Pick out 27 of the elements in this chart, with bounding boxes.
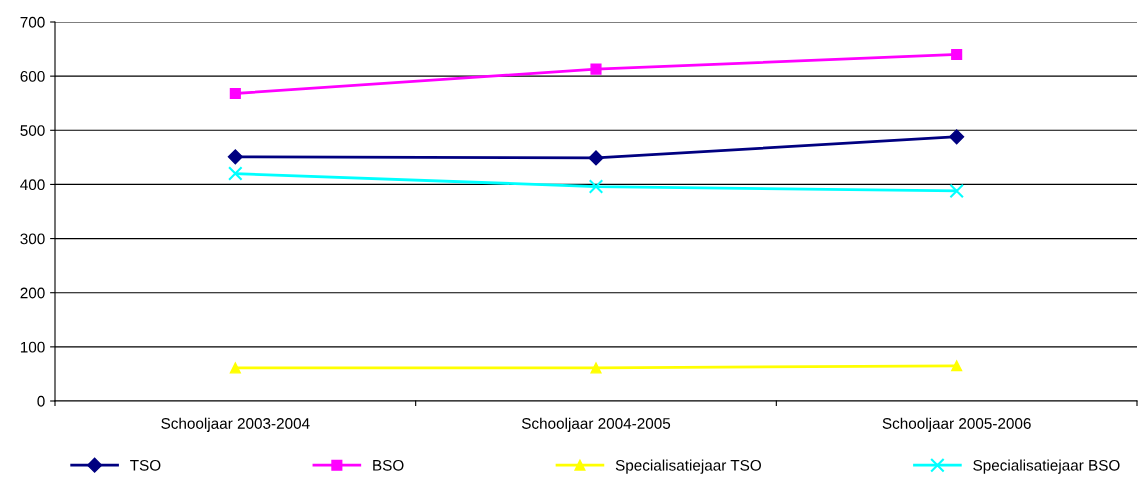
point: [588, 179, 604, 194]
point: [949, 129, 965, 145]
y-tick-label: 400: [20, 179, 45, 191]
y-tick-label: 200: [20, 287, 45, 299]
legend-label: Specialisatiejaar TSO: [615, 459, 761, 474]
point: [227, 149, 243, 165]
legend-label: TSO: [130, 459, 161, 471]
point: [229, 362, 241, 374]
y-tick-label: 0: [37, 395, 45, 407]
y-tick-label: 700: [20, 16, 45, 28]
point: [229, 87, 241, 100]
point: [228, 166, 243, 181]
point: [590, 362, 602, 374]
x-tick-label: Schooljaar 2004-2005: [521, 417, 671, 432]
point: [951, 48, 963, 61]
legend-label: Specialisatiejaar BSO: [973, 459, 1120, 474]
point: [590, 63, 602, 75]
y-tick-label: 300: [20, 233, 45, 245]
y-tick-label: 100: [20, 341, 45, 353]
y-tick-label: 600: [20, 71, 45, 82]
legend-label: BSO: [373, 459, 404, 471]
point: [951, 360, 963, 372]
x-tick-label: Schooljaar 2003-2004: [161, 417, 310, 432]
x-tick-label: Schooljaar 2005-2006: [882, 417, 1031, 432]
y-tick-label: 500: [20, 125, 45, 136]
point: [949, 183, 964, 199]
point: [588, 150, 604, 166]
